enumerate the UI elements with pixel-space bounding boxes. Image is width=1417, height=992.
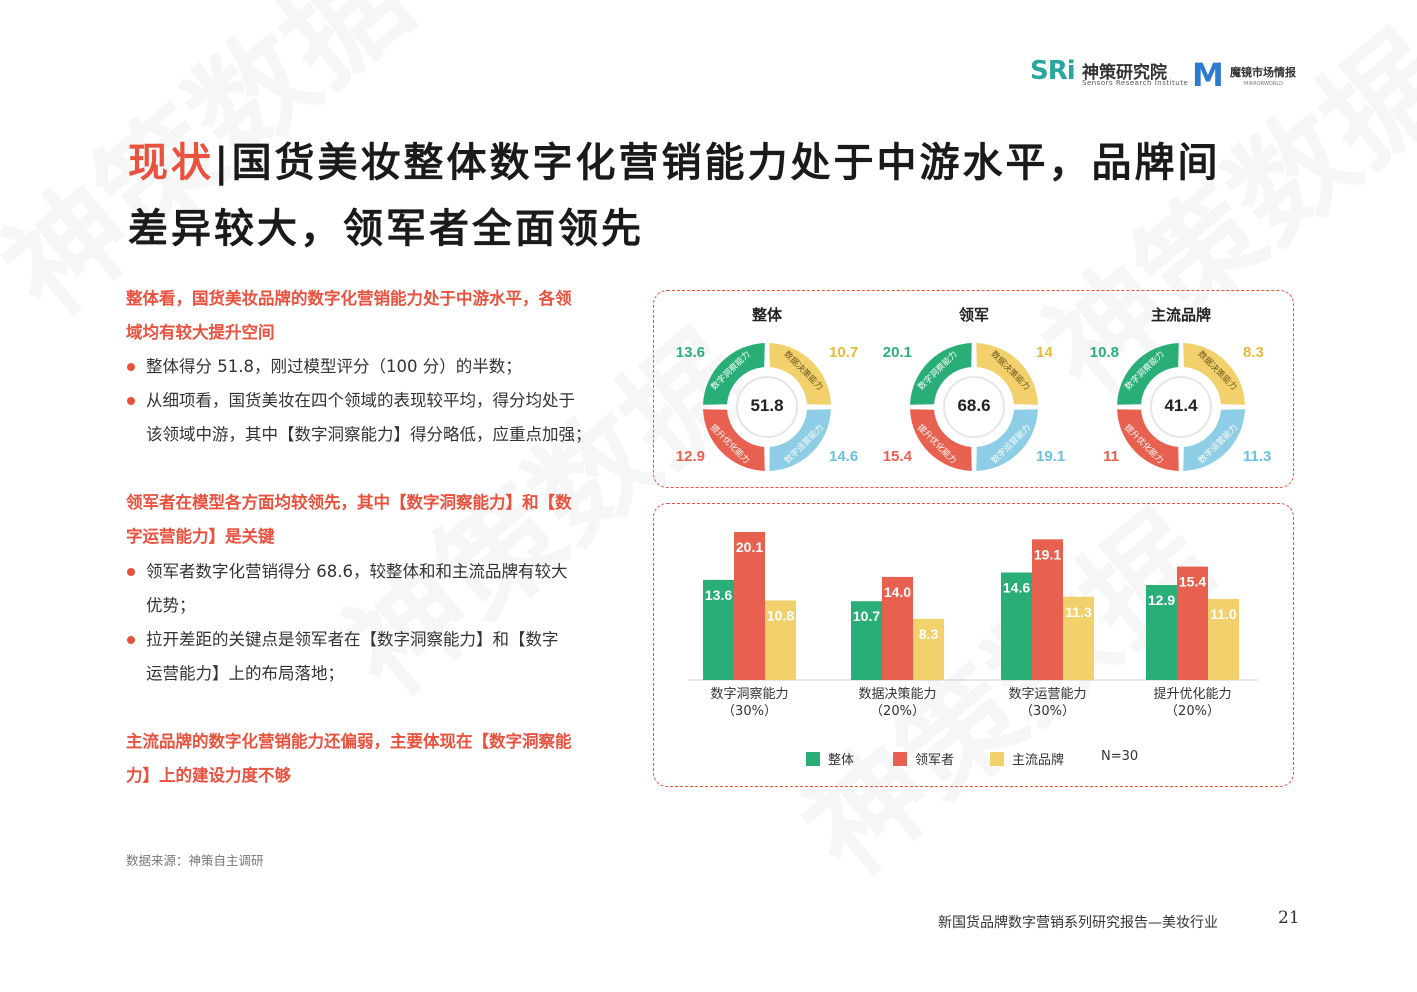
section-heading: 领军者在模型各方面均较领先，其中【数字洞察能力】和【数 字运营能力】是关键 [126, 486, 621, 554]
bullet-line: 领军者数字化营销得分 68.6，较整体和和主流品牌有较大 [146, 562, 568, 581]
bullet-dot-icon [127, 397, 135, 405]
bullet-item: 整体得分 51.8，刚过模型评分（100 分）的半数； [126, 350, 621, 384]
m-logo: M [1192, 56, 1224, 94]
bullet-line: 拉开差距的关键点是领军者在【数字洞察能力】和【数字 [146, 630, 559, 649]
bullet-item: 拉开差距的关键点是领军者在【数字洞察能力】和【数字 运营能力】上的布局落地； [126, 623, 621, 691]
bullet-item: 领军者数字化营销得分 68.6，较整体和和主流品牌有较大 优势； [126, 555, 621, 623]
heading-line: 域均有较大提升空间 [126, 323, 275, 342]
sri-subtitle: Sensors Research Institute [1082, 79, 1189, 87]
heading-line: 主流品牌的数字化营销能力还偏弱，主要体现在【数字洞察能 [126, 732, 572, 751]
title-line2: 差异较大，领军者全面领先 [128, 205, 644, 252]
sri-logo: SRi [1030, 56, 1076, 86]
bullet-line: 从细项看，国货美妆在四个领域的表现较平均，得分均处于 [146, 391, 575, 410]
title-separator: | [214, 139, 232, 186]
bullet-dot-icon [127, 636, 135, 644]
m-name: 魔镜市场情报 [1230, 66, 1296, 79]
bullet-line: 优势； [146, 596, 196, 615]
bullet-line: 运营能力】上的布局落地； [146, 664, 344, 683]
title-line1: 国货美妆整体数字化营销能力处于中游水平，品牌间 [231, 139, 1221, 186]
section-heading: 主流品牌的数字化营销能力还偏弱，主要体现在【数字洞察能 力】上的建设力度不够 [126, 725, 621, 793]
bullet-dot-icon [127, 568, 135, 576]
m-subtitle: MIRRORWORLD [1244, 81, 1283, 87]
bar-panel [653, 503, 1294, 787]
heading-line: 领军者在模型各方面均较领先，其中【数字洞察能力】和【数 [126, 493, 572, 512]
title-highlight: 现状 [128, 139, 214, 186]
bullet-line: 整体得分 51.8，刚过模型评分（100 分）的半数； [146, 357, 522, 376]
sri-name: 神策研究院 [1082, 63, 1167, 83]
heading-line: 整体看，国货美妆品牌的数字化营销能力处于中游水平，各领 [126, 289, 572, 308]
heading-line: 字运营能力】是关键 [126, 527, 275, 546]
bullet-line: 该领域中游，其中【数字洞察能力】得分略低，应重点加强； [146, 425, 592, 444]
data-source: 数据来源：神策自主调研 [126, 853, 264, 868]
section-heading: 整体看，国货美妆品牌的数字化营销能力处于中游水平，各领 域均有较大提升空间 [126, 282, 621, 350]
heading-line: 力】上的建设力度不够 [126, 766, 291, 785]
page-title: 现状|国货美妆整体数字化营销能力处于中游水平，品牌间 差异较大，领军者全面领先 [128, 130, 1308, 262]
donut-panel [653, 290, 1294, 488]
bullet-item: 从细项看，国货美妆在四个领域的表现较平均，得分均处于 该领域中游，其中【数字洞察… [126, 384, 621, 452]
page-number: 21 [1278, 908, 1300, 928]
footer-title: 新国货品牌数字营销系列研究报告—美妆行业 [938, 915, 1218, 931]
bullet-dot-icon [127, 363, 135, 371]
